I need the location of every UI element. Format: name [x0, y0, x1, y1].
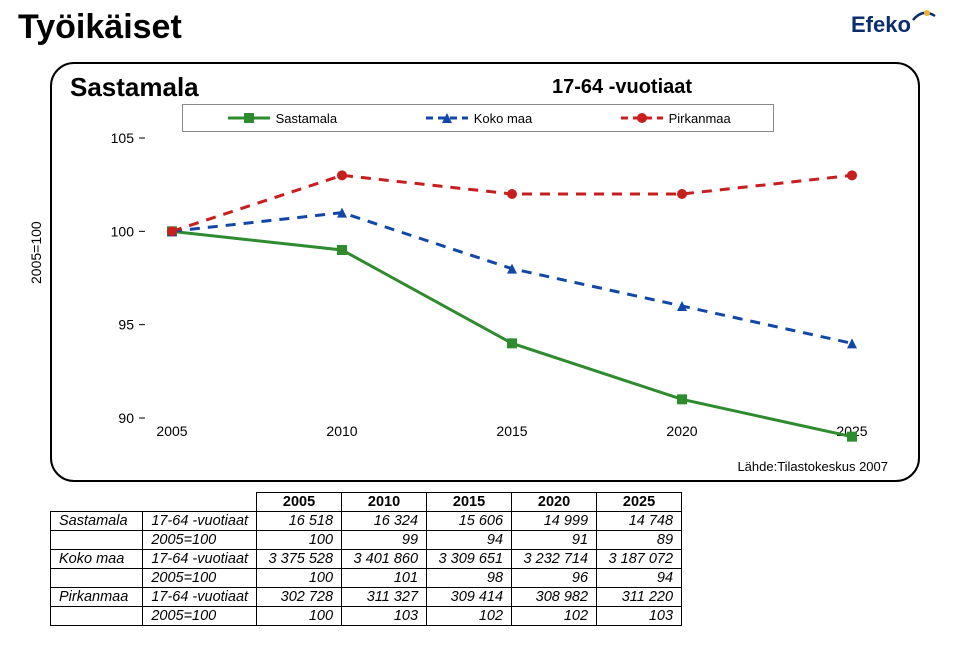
- table-cell: 3 375 528: [257, 550, 342, 569]
- table-cell: 14 999: [512, 512, 597, 531]
- logo-dot-icon: [924, 10, 930, 16]
- x-tick-label: 2020: [666, 423, 697, 439]
- table-cell: 94: [427, 531, 512, 550]
- table-cell: 14 748: [597, 512, 682, 531]
- series-marker-icon: [847, 170, 857, 180]
- table-header-row: 20052010201520202025: [51, 493, 682, 512]
- table-label: 17-64 -vuotiaat: [143, 512, 257, 531]
- legend-marker-icon: [619, 110, 665, 126]
- table-region: Sastamala: [51, 512, 143, 531]
- table-cell: 3 401 860: [342, 550, 427, 569]
- table-row: Sastamala17-64 -vuotiaat16 51816 32415 6…: [51, 512, 682, 531]
- legend-label: Sastamala: [276, 111, 337, 126]
- y-tick-label: 100: [111, 223, 135, 239]
- data-table: 20052010201520202025Sastamala17-64 -vuot…: [50, 492, 682, 626]
- table-row: 2005=100100101989694: [51, 569, 682, 588]
- y-tick-label: 95: [118, 317, 134, 333]
- x-tick-label: 2015: [496, 423, 527, 439]
- chart-container: Sastamala 17-64 -vuotiaat Sastamala Koko …: [50, 62, 920, 482]
- series-line: [172, 213, 852, 344]
- table-region: Koko maa: [51, 550, 143, 569]
- series-marker-icon: [847, 432, 857, 442]
- legend-label: Pirkanmaa: [669, 111, 731, 126]
- legend-item: Sastamala: [183, 110, 380, 126]
- logo-text: Efeko: [851, 12, 911, 37]
- table-cell: 3 309 651: [427, 550, 512, 569]
- table-row: Pirkanmaa17-64 -vuotiaat302 728311 32730…: [51, 588, 682, 607]
- table-label: 17-64 -vuotiaat: [143, 588, 257, 607]
- legend: Sastamala Koko maa Pirkanmaa: [182, 104, 774, 132]
- legend-marker-icon: [424, 110, 470, 126]
- table-cell: 100: [257, 607, 342, 626]
- series-marker-icon: [167, 226, 177, 236]
- table-header: 2005: [257, 493, 342, 512]
- table-cell: 102: [427, 607, 512, 626]
- table-cell: 15 606: [427, 512, 512, 531]
- table-header: 2020: [512, 493, 597, 512]
- table-row: Koko maa17-64 -vuotiaat3 375 5283 401 86…: [51, 550, 682, 569]
- table-cell: 99: [342, 531, 427, 550]
- series-marker-icon: [677, 394, 687, 404]
- table-cell: 89: [597, 531, 682, 550]
- table-header: 2025: [597, 493, 682, 512]
- table-row: 2005=10010099949189: [51, 531, 682, 550]
- table-label: 2005=100: [143, 531, 257, 550]
- table-header: 2015: [427, 493, 512, 512]
- efeko-logo: Efeko: [851, 6, 941, 49]
- page-title: Työikäiset: [18, 8, 182, 47]
- table-label: 2005=100: [143, 607, 257, 626]
- chart-subtitle: Sastamala: [70, 72, 199, 103]
- table-cell: 101: [342, 569, 427, 588]
- x-tick-label: 2005: [156, 423, 187, 439]
- series-line: [172, 175, 852, 231]
- table-cell: 16 324: [342, 512, 427, 531]
- table-cell: 311 220: [597, 588, 682, 607]
- series-marker-icon: [847, 338, 857, 348]
- table-cell: 102: [512, 607, 597, 626]
- table-cell: 103: [342, 607, 427, 626]
- legend-label: Koko maa: [474, 111, 533, 126]
- table-cell: 302 728: [257, 588, 342, 607]
- chart-source: Lähde:Tilastokeskus 2007: [737, 459, 888, 474]
- y-tick-label: 90: [118, 410, 134, 426]
- plot-svg: 909510010520052010201520202025: [142, 138, 882, 434]
- chart-age-label: 17-64 -vuotiaat: [552, 76, 692, 99]
- table-cell: 16 518: [257, 512, 342, 531]
- table-cell: 309 414: [427, 588, 512, 607]
- logo-swoosh-icon: [913, 13, 935, 20]
- series-marker-icon: [337, 245, 347, 255]
- table-cell: 3 187 072: [597, 550, 682, 569]
- table-label: 2005=100: [143, 569, 257, 588]
- table-cell: 96: [512, 569, 597, 588]
- series-marker-icon: [677, 189, 687, 199]
- table-cell: 100: [257, 531, 342, 550]
- legend-item: Pirkanmaa: [576, 110, 773, 126]
- table-label: 17-64 -vuotiaat: [143, 550, 257, 569]
- table-row: 2005=100100103102102103: [51, 607, 682, 626]
- series-marker-icon: [507, 338, 517, 348]
- x-tick-label: 2010: [326, 423, 357, 439]
- table-cell: 94: [597, 569, 682, 588]
- table-cell: 100: [257, 569, 342, 588]
- table-cell: 311 327: [342, 588, 427, 607]
- legend-marker-icon: [226, 110, 272, 126]
- table-cell: 91: [512, 531, 597, 550]
- table-cell: 308 982: [512, 588, 597, 607]
- table-cell: 3 232 714: [512, 550, 597, 569]
- table-header: 2010: [342, 493, 427, 512]
- table-cell: 103: [597, 607, 682, 626]
- y-axis-title: 2005=100: [28, 221, 44, 284]
- plot-area: 909510010520052010201520202025: [142, 138, 882, 418]
- table-region: Pirkanmaa: [51, 588, 143, 607]
- legend-item: Koko maa: [380, 110, 577, 126]
- series-marker-icon: [337, 170, 347, 180]
- table-cell: 98: [427, 569, 512, 588]
- series-line: [172, 231, 852, 436]
- y-tick-label: 105: [111, 130, 135, 146]
- series-marker-icon: [507, 189, 517, 199]
